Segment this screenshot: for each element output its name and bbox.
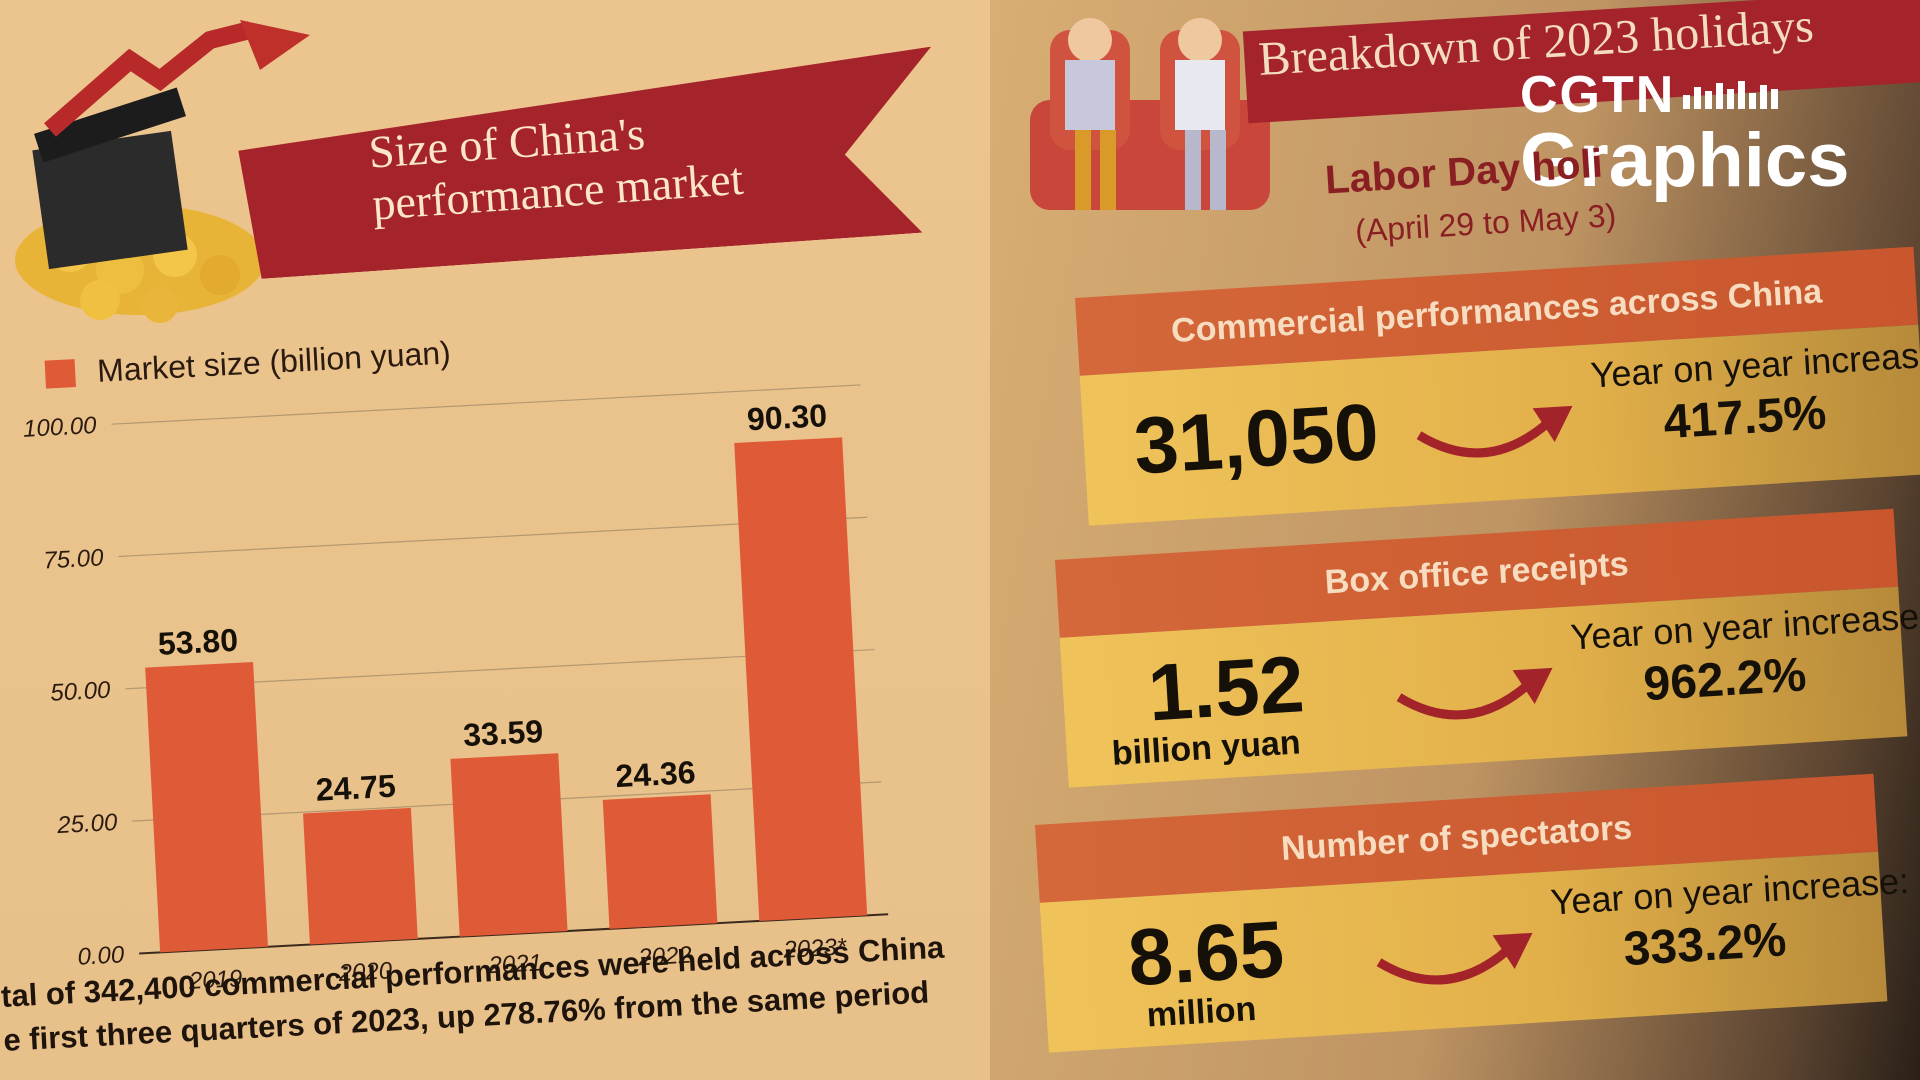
x-tick-label: 2021: [487, 949, 543, 979]
data-label: 90.30: [746, 397, 828, 437]
legend-swatch: [44, 358, 76, 389]
yoy-value: 333.2%: [1622, 913, 1788, 977]
y-tick-label: 25.00: [56, 809, 119, 839]
bar-2019: [145, 661, 268, 953]
increase-arrow-icon: [1396, 667, 1553, 720]
stat-unit: million: [1145, 989, 1258, 1035]
stat-card-body: 31,050 Year on year increase: 417.5%: [1079, 324, 1920, 526]
logo-bars-icon: [1683, 81, 1779, 109]
yoy-label: Year on year increase:: [1569, 594, 1920, 658]
cinema-audience-illustration: [1030, 18, 1270, 210]
data-label: 24.36: [615, 754, 697, 794]
bar-2022: [602, 794, 718, 929]
y-tick-label: 75.00: [43, 544, 105, 574]
data-label: 33.59: [462, 713, 544, 753]
stat-value: 8.65: [1125, 904, 1287, 1003]
stat-card-body: 1.52 billion yuan Year on year increase:…: [1059, 586, 1920, 788]
data-label: 24.75: [315, 768, 397, 808]
yoy-label: Year on year increase:: [1589, 332, 1920, 396]
y-tick-label: 100.00: [22, 412, 97, 443]
bar-2020: [303, 807, 418, 945]
x-tick-label: 2020: [337, 957, 393, 987]
logo-top: CGTN: [1520, 65, 1849, 125]
bar-2023: [734, 437, 868, 921]
stat-card-body: 8.65 million Year on year increase: 333.…: [1039, 851, 1910, 1053]
increase-arrow-icon: [1416, 405, 1573, 458]
bar-2021: [450, 753, 568, 937]
stat-card-box-office: Box office receipts 1.52 billion yuan Ye…: [1055, 508, 1920, 788]
logo-top-text: CGTN: [1520, 66, 1676, 124]
stat-value: 31,050: [1131, 386, 1382, 491]
yoy-value: 962.2%: [1642, 648, 1808, 712]
x-tick-label: 2022: [637, 942, 693, 972]
y-tick-label: 50.00: [50, 677, 112, 707]
stat-card-performances: Commercial performances across China 31,…: [1075, 246, 1920, 526]
bar-chart: 0.00 25.00 50.00 75.00 100.00 53.80 2019 24.75 2…: [0, 354, 911, 1019]
y-tick-label: 0.00: [77, 941, 126, 970]
x-tick-label: 2023*: [782, 933, 848, 963]
increase-arrow-icon: [1376, 932, 1533, 985]
data-label: 53.80: [157, 622, 239, 662]
clapperboard-coins-illustration: [15, 20, 310, 323]
bar-chart-svg: 0.00 25.00 50.00 75.00 100.00 53.80 2019 24.75 2…: [22, 384, 889, 995]
x-tick-label: 2019: [187, 965, 243, 995]
yoy-label: Year on year increase:: [1549, 859, 1911, 923]
logo-bottom-text: Graphics: [1520, 118, 1850, 203]
yoy-value: 417.5%: [1662, 386, 1828, 450]
stat-unit: billion yuan: [1110, 723, 1302, 773]
cgtn-graphics-logo: CGTN Graphics: [1520, 65, 1849, 204]
stat-card-spectators: Number of spectators 8.65 million Year o…: [1035, 773, 1910, 1053]
gridline: [111, 384, 861, 425]
